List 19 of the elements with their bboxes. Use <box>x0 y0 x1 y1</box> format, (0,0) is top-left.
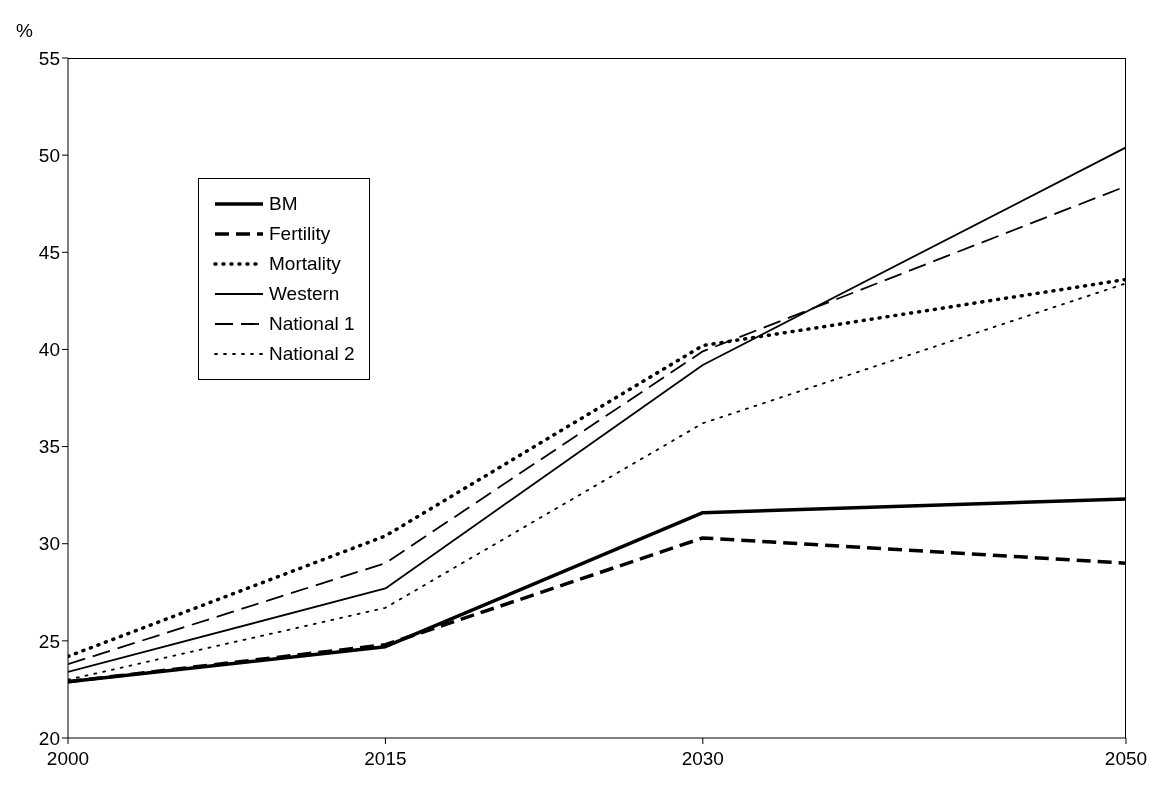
y-tick-label: 20 <box>38 727 60 749</box>
legend-label: National 1 <box>269 312 355 336</box>
y-tick-label: 25 <box>38 630 60 652</box>
y-axis-title: % <box>16 20 33 42</box>
y-tick-label: 50 <box>38 144 60 166</box>
legend-label: Mortality <box>269 252 341 276</box>
y-tick-label: 30 <box>38 533 60 555</box>
legend-label: BM <box>269 192 298 216</box>
y-tick-label: 55 <box>38 47 60 69</box>
y-tick-label: 35 <box>38 436 60 458</box>
x-tick-label: 2050 <box>1104 748 1148 770</box>
legend-label: National 2 <box>269 342 355 366</box>
y-tick-label: 45 <box>38 242 60 264</box>
y-tick-label: 40 <box>38 339 60 361</box>
legend-label: Western <box>269 282 340 306</box>
x-tick-label: 2015 <box>364 748 407 770</box>
x-tick-label: 2030 <box>681 748 724 770</box>
x-tick-label: 2000 <box>46 748 90 770</box>
legend-label: Fertility <box>269 222 331 246</box>
